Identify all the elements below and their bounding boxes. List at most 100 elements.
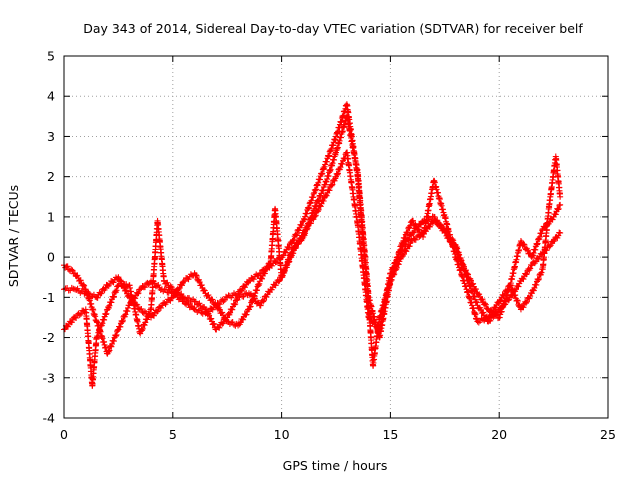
- interp-mark: [125, 304, 131, 311]
- data-point: [137, 286, 144, 293]
- interp-mark: [388, 270, 395, 277]
- interp-mark: [522, 300, 529, 307]
- interp-mark: [393, 257, 400, 264]
- y-tick-label: -2: [43, 330, 55, 345]
- interp-mark: [293, 244, 300, 251]
- interp-mark: [108, 299, 115, 306]
- interp-mark: [185, 301, 192, 308]
- interp-mark: [167, 297, 174, 304]
- interp-mark: [530, 287, 537, 294]
- interp-mark: [231, 321, 237, 328]
- interp-mark: [467, 277, 474, 284]
- interp-mark: [112, 333, 119, 340]
- interp-mark: [473, 299, 480, 306]
- interp-mark: [312, 212, 319, 219]
- interp-mark: [481, 300, 488, 307]
- x-tick-label: 0: [60, 427, 68, 442]
- interp-mark: [219, 309, 226, 316]
- interp-mark: [112, 288, 119, 295]
- interp-mark: [537, 270, 544, 277]
- interp-mark: [555, 205, 562, 212]
- interp-mark: [206, 312, 213, 319]
- interp-mark: [229, 318, 236, 325]
- interp-mark: [247, 303, 254, 310]
- interp-mark: [264, 264, 271, 271]
- interp-mark: [332, 136, 339, 143]
- data-point: [126, 294, 133, 301]
- interp-mark: [122, 311, 129, 318]
- data-point: [420, 217, 427, 224]
- interp-mark: [539, 227, 546, 234]
- interp-mark: [266, 260, 273, 267]
- data-series: [61, 101, 564, 389]
- interp-mark: [312, 186, 319, 193]
- interp-mark: [102, 311, 109, 318]
- interp-mark: [412, 236, 419, 243]
- interp-mark: [98, 290, 105, 297]
- interp-mark: [316, 176, 323, 183]
- interp-mark: [471, 293, 478, 300]
- interp-mark: [257, 302, 264, 309]
- interp-mark: [527, 265, 534, 272]
- interp-mark: [130, 297, 137, 304]
- interp-mark: [124, 308, 131, 315]
- interp-mark: [94, 294, 101, 301]
- interp-mark: [99, 320, 106, 327]
- interp-mark: [247, 303, 254, 310]
- data-point: [93, 334, 100, 341]
- interp-mark: [139, 325, 146, 332]
- interp-mark: [196, 278, 203, 285]
- interp-mark: [282, 249, 289, 256]
- interp-mark: [529, 252, 536, 259]
- y-tick-label: 2: [47, 169, 55, 184]
- interp-mark: [328, 145, 335, 152]
- interp-mark: [123, 287, 130, 294]
- interp-mark: [101, 316, 108, 323]
- data-point: [557, 201, 564, 208]
- interp-mark: [418, 221, 425, 228]
- interp-mark: [520, 304, 527, 311]
- interp-mark: [64, 323, 71, 330]
- interp-mark: [465, 271, 472, 278]
- interp-mark: [216, 301, 223, 308]
- interp-mark: [535, 275, 542, 282]
- interp-mark: [421, 217, 428, 224]
- chart-title: Day 343 of 2014, Sidereal Day-to-day VTE…: [83, 21, 583, 36]
- interp-mark: [392, 260, 399, 267]
- interp-mark: [106, 347, 113, 354]
- interp-mark: [395, 254, 402, 261]
- interp-mark: [154, 307, 161, 314]
- interp-mark: [260, 298, 267, 305]
- interp-mark: [323, 158, 330, 165]
- interp-mark: [535, 276, 542, 283]
- interp-mark: [96, 327, 103, 334]
- interp-mark: [404, 237, 411, 244]
- interp-mark: [200, 287, 207, 294]
- interp-mark: [547, 242, 554, 249]
- interp-mark: [229, 306, 236, 313]
- interp-mark: [64, 263, 71, 270]
- interp-mark: [549, 216, 556, 223]
- interp-mark: [285, 259, 292, 266]
- interp-mark: [203, 306, 210, 313]
- x-tick-label: 10: [274, 427, 290, 442]
- interp-mark: [487, 307, 494, 314]
- interp-mark: [216, 324, 223, 331]
- interp-mark: [113, 287, 120, 294]
- interp-mark: [255, 281, 262, 288]
- y-tick-label: -1: [43, 290, 55, 305]
- interp-mark: [473, 298, 480, 305]
- interp-mark: [301, 216, 308, 223]
- interp-mark: [541, 224, 548, 231]
- interp-mark: [552, 211, 559, 218]
- interp-mark: [327, 147, 334, 154]
- interp-mark: [164, 279, 171, 286]
- interp-mark: [330, 142, 337, 149]
- interp-mark: [318, 171, 325, 178]
- interp-mark: [480, 309, 487, 316]
- interp-mark: [190, 305, 197, 312]
- grid: [64, 56, 608, 418]
- interp-mark: [179, 282, 186, 289]
- interp-mark: [462, 267, 469, 274]
